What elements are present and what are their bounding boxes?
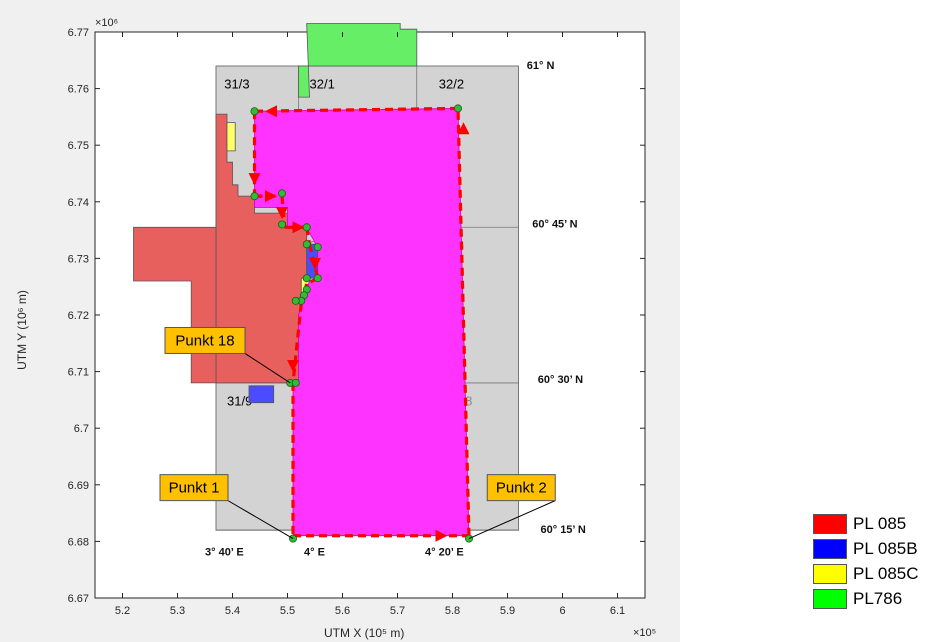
block-label-1: 32/1	[310, 77, 335, 92]
route-arrow-8	[457, 122, 470, 135]
x-axis-label: UTM X (10⁵ m)	[324, 626, 404, 640]
y-tick-label-9: 6.76	[68, 84, 89, 96]
legend-swatch-pl786	[813, 589, 847, 609]
x-multiplier: ×10⁵	[633, 627, 656, 639]
legend-item-pl085: PL 085	[813, 512, 943, 536]
route-segment-9	[291, 303, 303, 384]
grid-annotation-0: 61° N	[527, 60, 555, 72]
boundary-point-3	[277, 189, 286, 198]
callout-leader-2	[468, 500, 556, 540]
boundary-point-7	[313, 243, 322, 252]
legend-swatch-pl085	[813, 514, 847, 534]
boundary-point-16	[288, 534, 297, 543]
x-tick-label-8: 6	[559, 605, 565, 617]
route-arrow-4	[292, 221, 305, 234]
route-arrow-1	[248, 173, 261, 186]
boundary-point-4	[277, 220, 286, 229]
route-arrow-7	[435, 529, 448, 542]
legend-label-pl085b: PL 085B	[853, 539, 918, 558]
grid-annotation-5: 4° E	[304, 547, 325, 559]
boundary-point-9	[302, 274, 311, 283]
y-multiplier: ×10⁶	[95, 17, 118, 29]
route-arrow-6	[287, 359, 299, 372]
boundary-point-15	[291, 378, 300, 387]
callout-box-2	[486, 474, 556, 502]
x-tick-label-4: 5.6	[335, 605, 350, 617]
block-label-6: 31/9	[227, 394, 252, 409]
x-tick-label-2: 5.4	[225, 605, 240, 617]
callout-leader-1	[227, 500, 294, 540]
y-tick-label-6: 6.73	[68, 253, 89, 265]
block-label-2: 32/2	[439, 77, 464, 92]
polygon-pl085b-0	[248, 385, 275, 404]
x-tick-label-0: 5.2	[115, 605, 130, 617]
legend-swatch-pl085b	[813, 539, 847, 559]
grid-annotation-1: 60° 45’ N	[532, 218, 577, 230]
y-tick-label-8: 6.75	[68, 140, 89, 152]
block-label-0: 31/3	[224, 77, 249, 92]
x-tick-label-7: 5.9	[500, 605, 515, 617]
boundary-point-8	[313, 274, 322, 283]
y-tick-label-10: 6.77	[68, 27, 89, 39]
route-arrow-0	[265, 105, 277, 118]
callout-box-0	[164, 326, 246, 354]
callout-label-0: Punkt 18	[175, 332, 234, 349]
polygon-pl085c-0	[226, 122, 236, 152]
grid-annotation-3: 60° 15’ N	[541, 524, 586, 536]
legend-swatch-pl085c	[813, 564, 847, 584]
x-tick-label-5: 5.7	[390, 605, 405, 617]
y-tick-label-5: 6.72	[68, 310, 89, 322]
y-tick-label-3: 6.7	[74, 423, 89, 435]
callout-label-2: Punkt 2	[496, 480, 547, 497]
callout-label-1: Punkt 1	[169, 480, 220, 497]
grid-annotation-2: 60° 30’ N	[538, 374, 583, 386]
legend-label-pl085: PL 085	[853, 514, 907, 533]
y-tick-label-2: 6.69	[68, 480, 89, 492]
x-tick-label-6: 5.8	[445, 605, 460, 617]
route-arrow-2	[265, 190, 277, 203]
y-axis-label: UTM Y (10⁶ m)	[15, 290, 29, 370]
boundary-point-2	[250, 192, 259, 201]
y-tick-label-1: 6.68	[68, 536, 89, 548]
route-segment-0	[254, 106, 459, 113]
polygon-pl786-0	[298, 23, 418, 98]
legend-item-pl085b: PL 085B	[813, 537, 943, 561]
callout-leader-0	[244, 353, 291, 384]
map-plot: 31/332/132/231/632/432/531/932/732/8 61°…	[15, 17, 656, 640]
y-tick-label-0: 6.67	[68, 593, 89, 605]
grid-annotation-6: 4° 20’ E	[425, 547, 464, 559]
route-arrow-3	[276, 207, 288, 220]
legend: PL 085 PL 085B PL 085C PL786	[813, 512, 943, 612]
boundary-point-17	[464, 534, 473, 543]
legend-label-pl085c: PL 085C	[853, 564, 919, 583]
legend-label-pl786: PL786	[853, 589, 903, 608]
boundary-point-0	[250, 107, 259, 116]
x-tick-label-1: 5.3	[170, 605, 185, 617]
callout-box-1	[159, 474, 229, 502]
x-tick-label-3: 5.5	[280, 605, 295, 617]
y-tick-label-7: 6.74	[68, 197, 89, 209]
grid-annotation-4: 3° 40’ E	[205, 547, 244, 559]
boundary-point-6	[302, 240, 311, 249]
figure-window: 31/332/132/231/632/432/531/932/732/8 61°…	[0, 0, 680, 642]
route-segment-12	[456, 108, 471, 536]
x-tick-label-9: 6.1	[610, 605, 625, 617]
y-tick-label-4: 6.71	[68, 367, 89, 379]
boundary-point-5	[302, 223, 311, 232]
boundary-point-13	[291, 296, 300, 305]
route-arrow-5	[309, 258, 321, 271]
boundary-point-1	[453, 104, 462, 113]
legend-item-pl085c: PL 085C	[813, 562, 943, 586]
legend-item-pl786: PL786	[813, 587, 943, 611]
